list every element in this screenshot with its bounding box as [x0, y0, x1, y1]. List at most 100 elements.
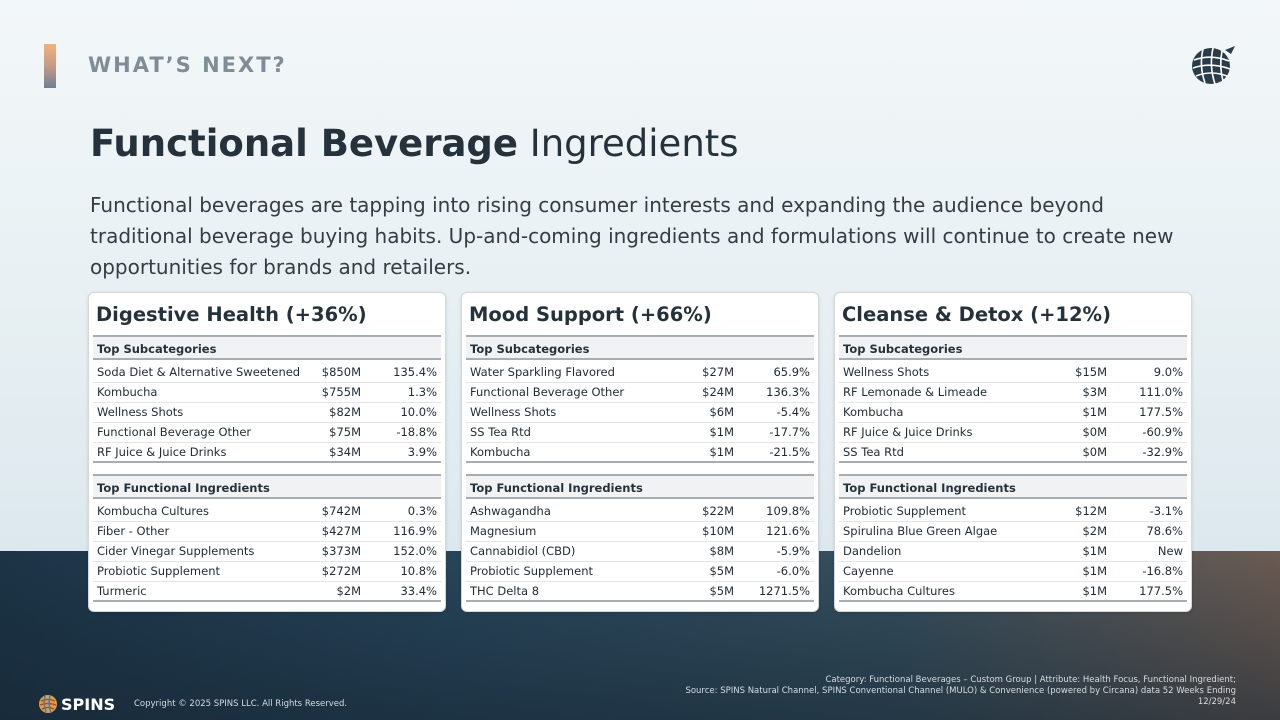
table-row: RF Juice & Juice Drinks $34M 3.9%: [93, 443, 441, 463]
row-change: 116.9%: [393, 524, 437, 538]
row-name: Cider Vinegar Supplements: [97, 544, 255, 558]
row-value: $0M: [1082, 445, 1107, 459]
row-value: $1M: [709, 425, 734, 439]
card-digestive-health: Digestive Health (+36%) Top Subcategorie…: [88, 292, 446, 612]
ingredient-table: Ashwagandha $22M 109.8% Magnesium $10M 121.6…: [466, 499, 814, 602]
table-row: RF Lemonade & Limeade $3M 111.0%: [839, 383, 1187, 403]
card-title: Mood Support (+66%): [469, 303, 712, 326]
row-name: Spirulina Blue Green Algae: [843, 524, 998, 538]
row-change: -5.9%: [776, 544, 810, 558]
table-row: Kombucha $1M -21.5%: [466, 443, 814, 463]
row-change: -16.8%: [1142, 564, 1183, 578]
table-row: RF Juice & Juice Drinks $0M -60.9%: [839, 423, 1187, 443]
row-value: $10M: [702, 524, 734, 538]
row-change: -18.8%: [396, 425, 437, 439]
card-mood-support: Mood Support (+66%) Top Subcategories Wa…: [461, 292, 819, 612]
row-change: 0.3%: [407, 504, 437, 518]
source-line: Category: Functional Beverages – Custom …: [825, 675, 1236, 685]
row-name: Probiotic Supplement: [843, 504, 966, 518]
row-change: 121.6%: [766, 524, 810, 538]
source-line: Source: SPINS Natural Channel, SPINS Con…: [685, 686, 1236, 696]
row-name: Cannabidiol (CBD): [470, 544, 576, 558]
table-row: Turmeric $2M 33.4%: [93, 582, 441, 602]
row-change: -6.0%: [776, 564, 810, 578]
table-row: SS Tea Rtd $0M -32.9%: [839, 443, 1187, 463]
row-name: Probiotic Supplement: [97, 564, 220, 578]
row-name: Dandelion: [843, 544, 902, 558]
row-value: $1M: [1082, 405, 1107, 419]
row-value: $272M: [321, 564, 361, 578]
logo-text: SPINS: [61, 695, 115, 714]
row-change: 135.4%: [393, 365, 437, 379]
table-row: Kombucha Cultures $742M 0.3%: [93, 502, 441, 522]
table-row: Kombucha Cultures $1M 177.5%: [839, 582, 1187, 602]
row-value: $8M: [709, 544, 734, 558]
row-value: $0M: [1082, 425, 1107, 439]
row-name: Water Sparkling Flavored: [470, 365, 615, 379]
row-name: Kombucha: [843, 405, 904, 419]
table-row: Wellness Shots $6M -5.4%: [466, 403, 814, 423]
section-header-ingredients: Top Functional Ingredients: [466, 474, 814, 499]
row-change: 33.4%: [400, 584, 437, 598]
title-bold: Functional Beverage: [90, 122, 519, 165]
accent-bar: [44, 44, 56, 88]
row-name: Probiotic Supplement: [470, 564, 593, 578]
row-value: $34M: [329, 445, 361, 459]
table-row: THC Delta 8 $5M 1271.5%: [466, 582, 814, 602]
row-value: $850M: [321, 365, 361, 379]
row-value: $1M: [1082, 564, 1107, 578]
table-row: Magnesium $10M 121.6%: [466, 522, 814, 542]
row-value: $373M: [321, 544, 361, 558]
copyright-text: Copyright © 2025 SPINS LLC. All Rights R…: [134, 699, 348, 709]
row-change: New: [1157, 544, 1183, 558]
row-name: SS Tea Rtd: [843, 445, 904, 459]
row-value: $1M: [709, 445, 734, 459]
row-value: $12M: [1075, 504, 1107, 518]
table-row: Soda Diet & Alternative Sweetened $850M 13…: [93, 363, 441, 383]
row-name: Magnesium: [470, 524, 537, 538]
row-value: $755M: [321, 385, 361, 399]
row-change: 10.0%: [400, 405, 437, 419]
row-change: 109.8%: [766, 504, 810, 518]
table-row: Spirulina Blue Green Algae $2M 78.6%: [839, 522, 1187, 542]
row-value: $1M: [1082, 584, 1107, 598]
row-change: 136.3%: [766, 385, 810, 399]
row-value: $6M: [709, 405, 734, 419]
row-change: -21.5%: [769, 445, 810, 459]
row-change: 177.5%: [1139, 584, 1183, 598]
card-title: Cleanse & Detox (+12%): [842, 303, 1112, 326]
row-name: Turmeric: [97, 584, 147, 598]
row-change: 3.9%: [407, 445, 437, 459]
section-header-subcategories: Top Subcategories: [93, 335, 441, 360]
table-row: Fiber - Other $427M 116.9%: [93, 522, 441, 542]
row-value: $3M: [1082, 385, 1107, 399]
row-name: Fiber - Other: [97, 524, 170, 538]
table-row: Kombucha $755M 1.3%: [93, 383, 441, 403]
table-row: Wellness Shots $82M 10.0%: [93, 403, 441, 423]
section-header-ingredients: Top Functional Ingredients: [93, 474, 441, 499]
row-change: -32.9%: [1142, 445, 1183, 459]
row-name: Ashwagandha: [470, 504, 551, 518]
table-row: Functional Beverage Other $75M -18.8%: [93, 423, 441, 443]
subcategory-table: Water Sparkling Flavored $27M 65.9% Functi…: [466, 360, 814, 463]
subcategory-table: Wellness Shots $15M 9.0% RF Lemonade & Lim…: [839, 360, 1187, 463]
globe-logo-icon: [1192, 46, 1235, 85]
row-name: Wellness Shots: [97, 405, 184, 419]
row-name: RF Juice & Juice Drinks: [843, 425, 973, 439]
row-value: $5M: [709, 564, 734, 578]
row-change: 1.3%: [407, 385, 437, 399]
row-value: $2M: [336, 584, 361, 598]
title-light: Ingredients: [529, 122, 739, 165]
row-change: 78.6%: [1146, 524, 1183, 538]
row-value: $82M: [329, 405, 361, 419]
section-kicker: WHAT’S NEXT?: [88, 53, 287, 77]
row-name: Wellness Shots: [470, 405, 557, 419]
row-change: -60.9%: [1142, 425, 1183, 439]
table-row: Cannabidiol (CBD) $8M -5.9%: [466, 542, 814, 562]
row-value: $27M: [702, 365, 734, 379]
row-change: 65.9%: [773, 365, 810, 379]
row-value: $2M: [1082, 524, 1107, 538]
subcategory-table: Soda Diet & Alternative Sweetened $850M 13…: [93, 360, 441, 463]
table-row: Cayenne $1M -16.8%: [839, 562, 1187, 582]
row-name: Cayenne: [843, 564, 894, 578]
